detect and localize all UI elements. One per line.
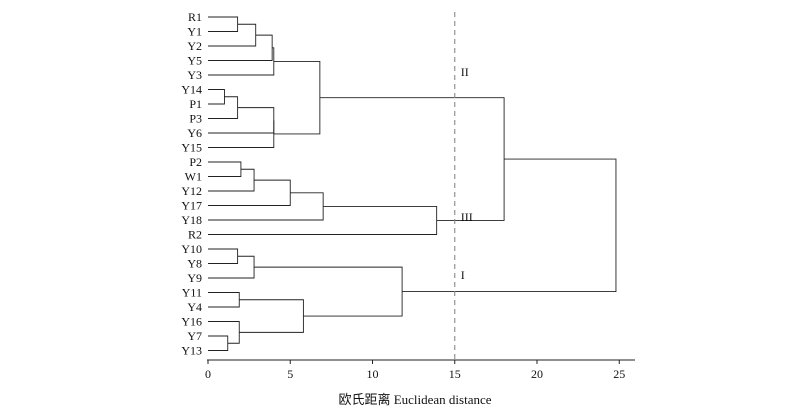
- merge-link-10: [208, 168, 255, 192]
- merge-link-1: [208, 23, 257, 47]
- x-axis-title: 欧氏距离 Euclidean distance: [338, 392, 491, 407]
- leaf-label-y4: Y4: [187, 300, 202, 314]
- leaf-label-y13: Y13: [181, 344, 202, 358]
- x-tick-label-25: 25: [613, 367, 625, 381]
- cluster-label-ii: II: [461, 65, 469, 79]
- leaf-label-y15: Y15: [181, 141, 202, 155]
- merge-link-8: [273, 60, 321, 135]
- leaf-label-y8: Y8: [187, 257, 202, 271]
- merge-link-13: [208, 205, 438, 235]
- leaf-labels: R1Y1Y2Y5Y3Y14P1P3Y6Y15P2W1Y12Y17Y18R2Y10…: [181, 10, 202, 358]
- merge-link-0: [208, 16, 239, 32]
- leaf-label-y17: Y17: [181, 199, 202, 213]
- leaf-label-y6: Y6: [187, 126, 202, 140]
- x-tick-label-15: 15: [449, 367, 461, 381]
- x-tick-label-10: 10: [367, 367, 379, 381]
- merge-link-22: [402, 158, 617, 293]
- dendrogram-links: [208, 16, 617, 351]
- merge-link-3: [208, 47, 275, 76]
- merge-link-4: [208, 89, 225, 105]
- merge-link-12: [208, 192, 324, 221]
- merge-link-20: [254, 266, 403, 317]
- merge-link-11: [208, 179, 291, 206]
- cluster-label-iii: III: [461, 210, 473, 224]
- leaf-label-w1: W1: [185, 170, 202, 184]
- leaf-label-y7: Y7: [187, 329, 202, 343]
- merge-link-2: [208, 34, 273, 61]
- leaf-label-p1: P1: [189, 97, 202, 111]
- merge-link-14: [208, 248, 239, 264]
- merge-link-6: [208, 107, 275, 134]
- leaf-label-r1: R1: [188, 10, 202, 24]
- x-tick-label-20: 20: [531, 367, 543, 381]
- leaf-label-y5: Y5: [187, 54, 202, 68]
- leaf-label-y14: Y14: [181, 83, 202, 97]
- leaf-label-r2: R2: [188, 228, 202, 242]
- merge-link-19: [239, 299, 304, 333]
- cluster-label-i: I: [461, 268, 465, 282]
- x-tick-label-0: 0: [205, 367, 211, 381]
- leaf-label-y1: Y1: [187, 25, 202, 39]
- leaf-label-y2: Y2: [187, 39, 202, 53]
- merge-link-5: [208, 96, 239, 119]
- leaf-label-y18: Y18: [181, 213, 202, 227]
- leaf-label-y12: Y12: [181, 184, 202, 198]
- merge-link-21: [319, 97, 505, 221]
- merge-link-15: [208, 255, 255, 279]
- leaf-label-y9: Y9: [187, 271, 202, 285]
- merge-link-16: [208, 292, 240, 308]
- leaf-label-p3: P3: [189, 112, 202, 126]
- leaf-label-p2: P2: [189, 155, 202, 169]
- leaf-label-y16: Y16: [181, 315, 202, 329]
- merge-link-18: [208, 321, 240, 344]
- merge-link-7: [208, 120, 275, 148]
- x-axis: 0 5 10 15 20 25: [205, 359, 635, 381]
- merge-link-9: [208, 161, 242, 177]
- x-tick-label-5: 5: [287, 367, 293, 381]
- leaf-label-y10: Y10: [181, 242, 202, 256]
- leaf-label-y3: Y3: [187, 68, 202, 82]
- merge-link-17: [208, 335, 229, 351]
- leaf-label-y11: Y11: [182, 286, 202, 300]
